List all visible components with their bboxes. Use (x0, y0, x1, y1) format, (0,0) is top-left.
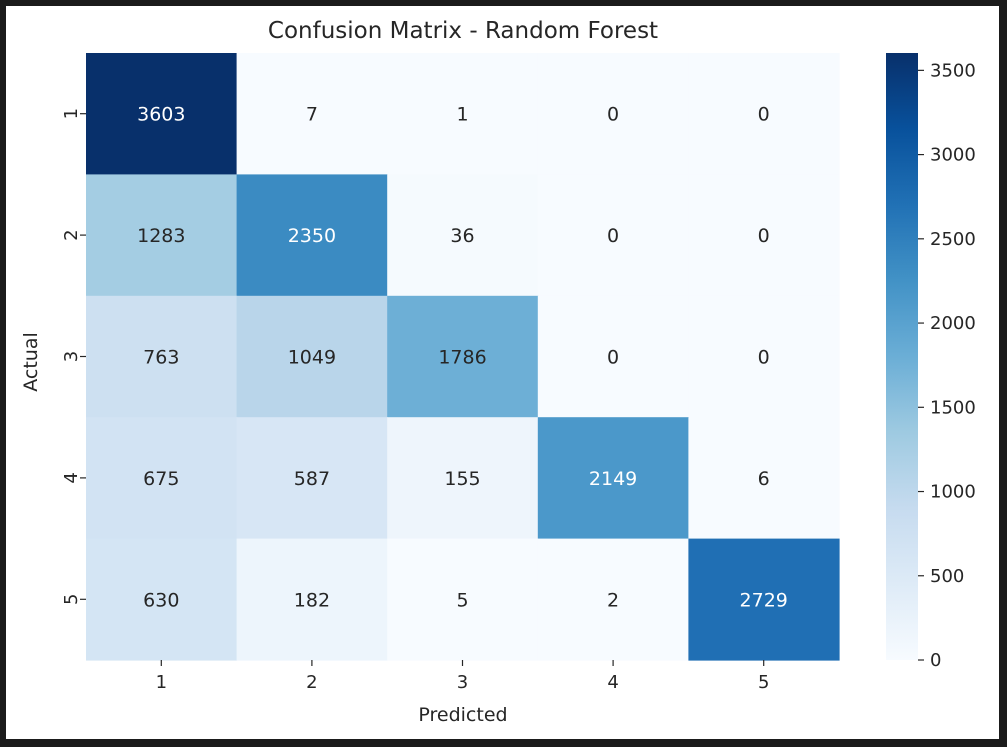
heatmap-cell-r1-c4 (537, 53, 689, 175)
cell-value-r1-c5: 0 (758, 104, 770, 126)
cell-value-r2-c5: 0 (758, 225, 770, 247)
cell-value-r5-c2: 182 (294, 589, 330, 611)
colorbar-tick-label-1500: 1500 (930, 397, 976, 418)
cell-value-r3-c4: 0 (607, 347, 619, 369)
heatmap-cell-r3-c3 (387, 295, 539, 418)
colorbar (886, 53, 918, 660)
heatmap-cell-r1-c5 (688, 53, 840, 175)
cell-value-r4-c1: 675 (143, 468, 179, 490)
heatmap-cell-r3-c1 (86, 295, 238, 418)
cell-value-r1-c3: 1 (456, 104, 468, 126)
colorbar-ticks: 0 500 1000 1500 2000 2500 3000 3500 (918, 60, 976, 671)
cell-value-r1-c2: 7 (306, 104, 318, 126)
x-tick-label-3: 3 (457, 672, 468, 693)
x-axis-ticks: 1 2 3 4 5 (156, 660, 769, 693)
colorbar-tick-label-1000: 1000 (930, 482, 976, 503)
y-axis-label: Actual (20, 332, 42, 392)
y-tick-label-4: 4 (61, 472, 82, 483)
x-axis-label: Predicted (418, 704, 507, 726)
x-tick-label-2: 2 (306, 672, 317, 693)
heatmap-cell-r2-c5 (688, 174, 840, 297)
colorbar-tick-label-3500: 3500 (930, 60, 976, 81)
heatmap-cell-r4-c4 (537, 417, 689, 540)
cell-value-r3-c1: 763 (143, 347, 179, 369)
heatmap-cell-r1-c3 (387, 53, 539, 175)
heatmap-cell-r2-c4 (537, 174, 689, 297)
heatmap-cell-r3-c2 (236, 295, 388, 418)
x-tick-label-4: 4 (607, 672, 618, 693)
cell-value-r3-c5: 0 (758, 347, 770, 369)
heatmap-cell-r3-c4 (537, 295, 689, 418)
cell-value-r1-c4: 0 (607, 104, 619, 126)
colorbar-tick-label-2500: 2500 (930, 229, 976, 250)
cell-value-r4-c4: 2149 (589, 468, 637, 490)
heatmap-cell-r5-c2 (236, 538, 388, 661)
heatmap-cell-r1-c2 (236, 53, 388, 175)
heatmap-cell-r4-c1 (86, 417, 238, 540)
colorbar-tick-label-2000: 2000 (930, 313, 976, 334)
heatmap-cells (86, 53, 840, 661)
heatmap-cell-labels: 3603 7 1 0 0 1283 2350 36 0 0 763 1049 1786 0 0 675 587 1… (137, 104, 788, 612)
heatmap-cell-r2-c1 (86, 174, 238, 297)
cell-value-r5-c5: 2729 (740, 589, 788, 611)
heatmap-cell-r4-c2 (236, 417, 388, 540)
y-tick-label-3: 3 (61, 351, 82, 362)
heatmap-cell-r3-c5 (688, 295, 840, 418)
cell-value-r3-c3: 1786 (438, 347, 486, 369)
heatmap-cell-r5-c5 (688, 538, 840, 661)
chart-title: Confusion Matrix - Random Forest (268, 18, 658, 44)
cell-value-r1-c1: 3603 (137, 104, 185, 126)
cell-value-r5-c1: 630 (143, 589, 179, 611)
cell-value-r4-c5: 6 (758, 468, 770, 490)
heatmap-cell-r2-c2 (236, 174, 388, 297)
cell-value-r2-c3: 36 (450, 225, 474, 247)
heatmap-cell-r1-c1 (86, 53, 238, 175)
cell-value-r2-c4: 0 (607, 225, 619, 247)
cell-value-r4-c3: 155 (444, 468, 480, 490)
y-tick-label-1: 1 (61, 108, 82, 119)
heatmap-cell-r4-c3 (387, 417, 539, 540)
colorbar-tick-label-3000: 3000 (930, 145, 976, 166)
cell-value-r3-c2: 1049 (288, 347, 336, 369)
cell-value-r2-c2: 2350 (288, 225, 336, 247)
colorbar-tick-label-0: 0 (930, 650, 941, 671)
cell-value-r4-c2: 587 (294, 468, 330, 490)
x-tick-label-5: 5 (758, 672, 769, 693)
cell-value-r2-c1: 1283 (137, 225, 185, 247)
heatmap-cell-r5-c1 (86, 538, 238, 661)
y-tick-label-5: 5 (61, 594, 82, 605)
cell-value-r5-c4: 2 (607, 589, 619, 611)
heatmap-cell-r2-c3 (387, 174, 539, 297)
y-tick-label-2: 2 (61, 229, 82, 240)
heatmap-cell-r5-c3 (387, 538, 539, 661)
heatmap-cell-r5-c4 (537, 538, 689, 661)
x-tick-label-1: 1 (156, 672, 167, 693)
heatmap-cell-r4-c5 (688, 417, 840, 540)
colorbar-tick-label-500: 500 (930, 566, 964, 587)
confusion-matrix-chart: Confusion Matrix - Random Forest 3603 7 1 0… (20, 18, 976, 726)
y-axis-ticks: 1 2 3 4 5 (61, 108, 86, 605)
figure: Confusion Matrix - Random Forest 3603 7 1 0… (6, 6, 999, 739)
cell-value-r5-c3: 5 (456, 589, 468, 611)
